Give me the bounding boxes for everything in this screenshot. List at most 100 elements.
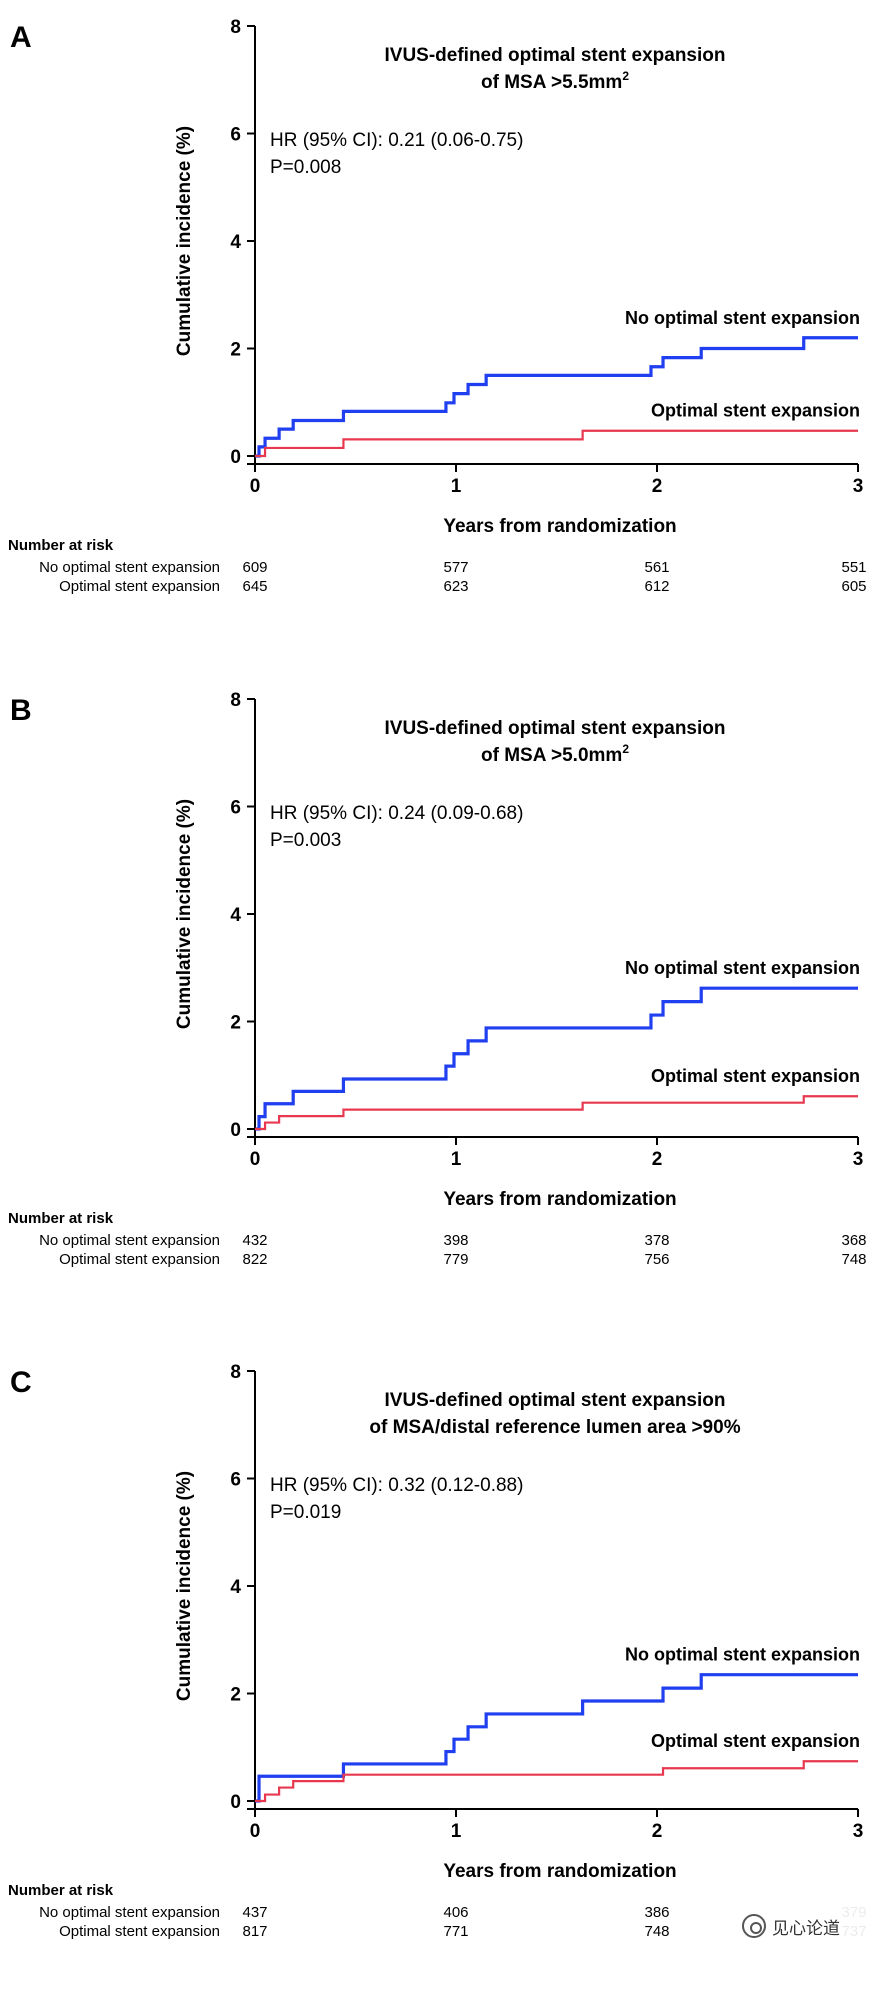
y-tick-label: 2 xyxy=(230,1685,241,1706)
title-line2-text: of MSA >5.5mm xyxy=(481,72,622,93)
curve-no-optimal xyxy=(255,986,858,1131)
y-tick-label: 0 xyxy=(230,1792,241,1813)
x-tick-label: 2 xyxy=(652,476,663,497)
chart-title-line2: of MSA/distal reference lumen area >90% xyxy=(369,1417,740,1438)
x-tick-label: 2 xyxy=(652,1149,663,1170)
y-tick-label: 2 xyxy=(230,1013,241,1034)
title-superscript: 2 xyxy=(622,69,629,83)
watermark: 见心论道 xyxy=(742,1906,884,1946)
risk-table: Number at risk No optimal stent expansion… xyxy=(8,537,867,595)
series-label-optimal: Optimal stent expansion xyxy=(651,1731,860,1751)
risk-value: 551 xyxy=(841,559,866,576)
curve-optimal xyxy=(255,1760,858,1803)
km-panel: B Cumulative incidence (%) IVUS-defined … xyxy=(0,673,884,1323)
axes: 0 2 4 6 8 0 1 2 3 xyxy=(230,17,863,497)
y-tick-label: 8 xyxy=(230,1362,241,1383)
risk-value: 432 xyxy=(242,1232,267,1249)
series-label-no-optimal: No optimal stent expansion xyxy=(625,958,860,978)
curve-optimal xyxy=(255,1095,858,1131)
wechat-icon xyxy=(742,1914,766,1938)
y-tick-label: 0 xyxy=(230,447,241,468)
x-axis-label: Years from randomization xyxy=(443,1861,676,1882)
x-tick-label: 0 xyxy=(250,1821,261,1842)
risk-value: 756 xyxy=(644,1251,669,1268)
km-panel: A Cumulative incidence (%) IVUS-defined … xyxy=(0,0,884,650)
risk-value: 437 xyxy=(242,1904,267,1921)
risk-value: 612 xyxy=(644,578,669,595)
hazard-ratio-text: HR (95% CI): 0.21 (0.06-0.75) xyxy=(270,130,523,151)
y-tick-label: 2 xyxy=(230,340,241,361)
hazard-ratio-text: HR (95% CI): 0.32 (0.12-0.88) xyxy=(270,1475,523,1496)
risk-value: 398 xyxy=(443,1232,468,1249)
km-panel: C Cumulative incidence (%) IVUS-defined … xyxy=(0,1345,884,1995)
risk-value: 406 xyxy=(443,1904,468,1921)
risk-row-label: Optimal stent expansion xyxy=(59,1251,220,1268)
chart-title-line1: IVUS-defined optimal stent expansion xyxy=(385,45,726,66)
risk-row-label: No optimal stent expansion xyxy=(39,1232,220,1249)
risk-row-label: Optimal stent expansion xyxy=(59,1923,220,1940)
y-tick-label: 6 xyxy=(230,1470,241,1491)
p-value-text: P=0.019 xyxy=(270,1502,341,1523)
curve-no-optimal xyxy=(255,336,858,458)
curves xyxy=(255,986,858,1131)
km-chart: A Cumulative incidence (%) IVUS-defined … xyxy=(8,17,867,595)
y-axis-label: Cumulative incidence (%) xyxy=(174,799,195,1029)
x-axis-label: Years from randomization xyxy=(443,516,676,537)
title-line2-text: of MSA/distal reference lumen area >90% xyxy=(369,1417,740,1438)
risk-table-header: Number at risk xyxy=(8,1882,114,1899)
axes: 0 2 4 6 8 0 1 2 3 xyxy=(230,690,863,1170)
title-line2-text: of MSA >5.0mm xyxy=(481,745,622,766)
panel-label: A xyxy=(10,21,32,54)
chart-title-line2: of MSA >5.5mm2 xyxy=(481,69,629,93)
risk-value: 577 xyxy=(443,559,468,576)
km-chart: C Cumulative incidence (%) IVUS-defined … xyxy=(8,1362,867,1940)
y-tick-label: 0 xyxy=(230,1120,241,1141)
p-value-text: P=0.008 xyxy=(270,157,341,178)
risk-value: 609 xyxy=(242,559,267,576)
risk-value: 368 xyxy=(841,1232,866,1249)
x-tick-label: 0 xyxy=(250,1149,261,1170)
risk-value: 822 xyxy=(242,1251,267,1268)
chart-title-line2: of MSA >5.0mm2 xyxy=(481,742,629,766)
axes: 0 2 4 6 8 0 1 2 3 xyxy=(230,1362,863,1842)
x-axis-label: Years from randomization xyxy=(443,1189,676,1210)
series-label-no-optimal: No optimal stent expansion xyxy=(625,1645,860,1665)
y-tick-label: 4 xyxy=(230,1577,241,1598)
curves xyxy=(255,1673,858,1803)
x-tick-label: 3 xyxy=(853,476,864,497)
risk-row-label: Optimal stent expansion xyxy=(59,578,220,595)
x-tick-label: 1 xyxy=(451,1149,462,1170)
risk-value: 771 xyxy=(443,1923,468,1940)
watermark-text: 见心论道 xyxy=(772,1918,840,1939)
hazard-ratio-text: HR (95% CI): 0.24 (0.09-0.68) xyxy=(270,803,523,824)
risk-table: Number at risk No optimal stent expansion… xyxy=(8,1210,867,1268)
x-tick-label: 3 xyxy=(853,1149,864,1170)
y-tick-label: 8 xyxy=(230,17,241,38)
km-chart: B Cumulative incidence (%) IVUS-defined … xyxy=(8,690,867,1268)
risk-table-header: Number at risk xyxy=(8,537,114,554)
risk-value: 623 xyxy=(443,578,468,595)
risk-value: 386 xyxy=(644,1904,669,1921)
risk-value: 378 xyxy=(644,1232,669,1249)
panel-label: C xyxy=(10,1366,32,1399)
x-tick-label: 2 xyxy=(652,1821,663,1842)
risk-row-label: No optimal stent expansion xyxy=(39,559,220,576)
y-axis-label: Cumulative incidence (%) xyxy=(174,1471,195,1701)
panel-label: B xyxy=(10,694,32,727)
y-tick-label: 4 xyxy=(230,905,241,926)
series-label-optimal: Optimal stent expansion xyxy=(651,1066,860,1086)
x-tick-label: 0 xyxy=(250,476,261,497)
risk-value: 561 xyxy=(644,559,669,576)
risk-value: 748 xyxy=(841,1251,866,1268)
series-label-optimal: Optimal stent expansion xyxy=(651,401,860,421)
y-tick-label: 6 xyxy=(230,798,241,819)
curves xyxy=(255,336,858,458)
title-superscript: 2 xyxy=(622,742,629,756)
risk-row-label: No optimal stent expansion xyxy=(39,1904,220,1921)
y-tick-label: 4 xyxy=(230,232,241,253)
risk-table: Number at risk No optimal stent expansion… xyxy=(8,1882,867,1940)
risk-value: 605 xyxy=(841,578,866,595)
risk-table-header: Number at risk xyxy=(8,1210,114,1227)
risk-value: 748 xyxy=(644,1923,669,1940)
y-axis-label: Cumulative incidence (%) xyxy=(174,126,195,356)
